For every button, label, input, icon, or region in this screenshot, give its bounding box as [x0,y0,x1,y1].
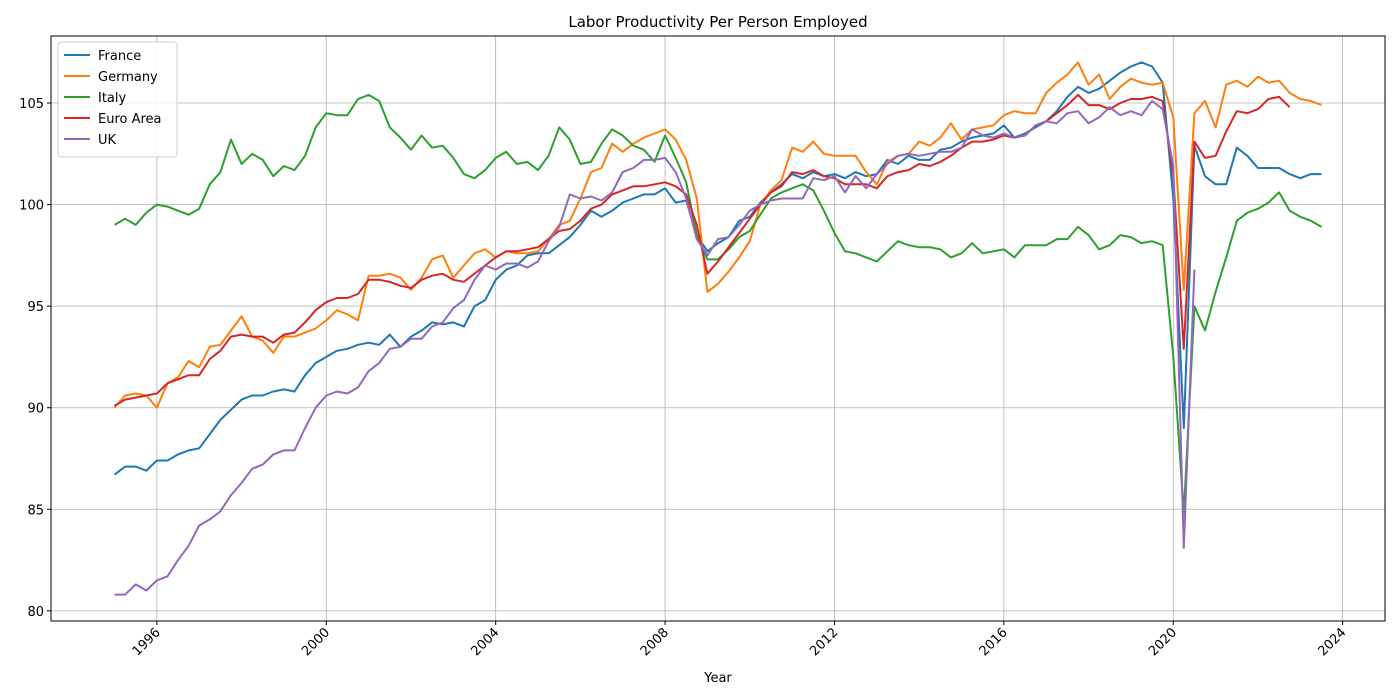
x-axis: 1996 2000 2004 2008 2012 2016 2020 2024 [130,621,1349,659]
x-tick-label: 2020 [1146,625,1180,659]
legend-entry: Italy [98,91,127,106]
y-tick-label: 80 [27,605,44,620]
x-tick-label: 2000 [299,625,333,659]
plot-frame [50,35,1386,622]
x-tick-label: 2008 [638,625,672,659]
y-tick-label: 85 [27,503,44,518]
y-tick-label: 105 [19,97,44,112]
series-line-france [113,61,1322,476]
series-lines [113,61,1322,596]
legend: France Germany Italy Euro Area UK [57,41,178,158]
y-tick-label: 100 [19,199,44,214]
y-tick-label: 95 [27,300,44,315]
x-tick-label: 2016 [977,625,1011,659]
chart-title: Labor Productivity Per Person Employed [568,13,867,31]
legend-entry: Germany [98,70,158,85]
legend-entry: France [98,49,141,64]
x-tick-label: 2012 [807,625,841,659]
series-line-uk [114,100,1196,596]
legend-box [57,41,178,158]
series-line-italy [114,93,1322,515]
legend-entry: UK [98,133,117,148]
y-tick-label: 90 [27,402,44,417]
legend-entry: Euro Area [98,112,162,127]
x-tick-label: 1996 [130,625,164,659]
series-line-germany [113,61,1322,409]
y-axis: 80 85 90 95 100 105 [19,97,51,620]
series-line-euro-area [114,93,1291,407]
x-axis-label: Year [703,671,732,686]
x-tick-label: 2004 [468,625,502,659]
x-tick-label: 2024 [1315,625,1349,659]
